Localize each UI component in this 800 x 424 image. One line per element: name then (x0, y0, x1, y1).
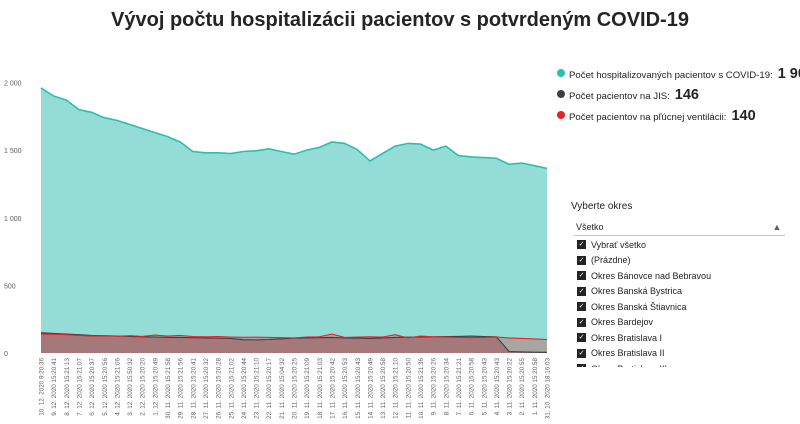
x-tick-label: 13. 11. 2020 15:20:58 (380, 358, 387, 419)
area-chart: 0 500 1 000 1 500 2 000 10. 12. 2020 9:20:36 9… (4, 81, 552, 420)
district-option-label: Okres Bratislava II (591, 348, 665, 359)
x-tick-label: 31. 10. 2020 18:16:03 (545, 358, 552, 420)
x-tick-label: 26. 11. 2020 15:20:28 (216, 358, 223, 419)
area-ventilation (41, 334, 547, 353)
checkbox-checked-icon[interactable]: ✓ (577, 317, 586, 327)
legend-label-hospitalized: Počet hospitalizovaných pacientov s COVI… (569, 70, 773, 81)
x-tick-label: 19. 11. 2020 15:21:09 (304, 358, 311, 419)
x-tick-label: 18. 11. 2020 15:21:03 (317, 358, 324, 419)
x-tick-label: 8. 12. 2020 15:21:13 (64, 358, 71, 416)
x-tick-label: 25. 11. 2020 15:21:02 (228, 358, 235, 419)
x-tick-label: 2. 11. 2020 15:20:55 (519, 358, 526, 416)
district-option[interactable]: ✓ Okres Bratislava III (577, 361, 787, 367)
x-tick-label: 8. 11. 2020 15:20:34 (443, 358, 450, 416)
checkbox-checked-icon[interactable]: ✓ (577, 286, 586, 296)
x-tick-label: 5. 11. 2020 15:20:43 (481, 358, 488, 416)
checkbox-checked-icon[interactable]: ✓ (577, 240, 586, 250)
x-tick-label: 1. 11. 2020 15:20:58 (532, 358, 539, 416)
checkbox-checked-icon[interactable]: ✓ (577, 271, 586, 281)
legend-dot-hospitalized (557, 69, 565, 77)
district-option[interactable]: ✓ (Prázdne) (577, 253, 787, 269)
area-hospitalized (41, 87, 547, 354)
x-tick-label: 27. 11. 2020 15:20:32 (203, 358, 210, 419)
x-tick-label: 20. 11. 2020 15:20:25 (292, 358, 299, 419)
x-tick-label: 10. 12. 2020 9:20:36 (39, 358, 46, 416)
y-tick-label: 0 (4, 351, 8, 358)
legend-dot-icu (557, 90, 565, 98)
page-title: Vývoj počtu hospitalizácii pacientov s p… (111, 9, 689, 31)
y-tick-label: 1 000 (4, 216, 22, 223)
x-tick-label: 11. 11. 2020 15:20:50 (405, 358, 412, 419)
district-option[interactable]: ✓ Okres Bratislava II (577, 346, 787, 362)
x-tick-label: 3. 12. 2020 15:50:32 (127, 358, 134, 416)
x-tick-label: 14. 11. 2020 15:20:49 (367, 358, 374, 419)
legend-dot-ventilation (557, 111, 565, 119)
x-tick-label: 7. 12. 2020 15:21:07 (76, 358, 83, 416)
legend-label-icu: Počet pacientov na JIS: (569, 91, 670, 102)
x-tick-label: 6. 11. 2020 15:20:58 (469, 358, 476, 416)
x-tick-label: 6. 12. 2020 15:20:37 (89, 358, 96, 416)
checkbox-checked-icon[interactable]: ✓ (577, 302, 586, 312)
chevron-up-icon[interactable]: ▲ (772, 222, 782, 232)
checkbox-checked-icon[interactable]: ✓ (577, 364, 586, 367)
legend: Počet hospitalizovaných pacientov s COVI… (557, 66, 800, 129)
x-tick-label: 24. 11. 2020 15:20:44 (241, 358, 248, 419)
line-ventilation (40, 333, 548, 341)
district-option-label: Okres Bratislava I (591, 332, 663, 343)
district-option-label: Okres Banská Štiavnica (591, 301, 687, 312)
checkbox-checked-icon[interactable]: ✓ (577, 333, 586, 343)
x-tick-label: 29. 11. 2020 15:21:56 (178, 358, 185, 419)
legend-item-ventilation: Počet pacientov na pľúcnej ventilácii: 1… (557, 108, 800, 124)
district-dropdown[interactable]: Všetko ▲ (574, 219, 785, 236)
district-list: ✓ Vybrať všetko ✓ (Prázdne) ✓ Okres Bánovce n… (577, 237, 787, 367)
district-option-label: (Prázdne) (591, 255, 631, 266)
x-tick-label: 23. 11. 2020 15:21:10 (254, 358, 261, 419)
district-option-label: Okres Banská Bystrica (591, 286, 683, 297)
line-hospitalized (40, 87, 548, 170)
legend-value-ventilation: 140 (731, 108, 756, 124)
slicer-title: Vyberte okres (571, 201, 633, 212)
x-tick-label: 4. 12. 2020 15:21:06 (114, 358, 121, 416)
x-tick-label: 21. 11. 2020 15:04:32 (279, 358, 286, 419)
legend-item-icu: Počet pacientov na JIS: 146 (557, 87, 800, 103)
legend-label-ventilation: Počet pacientov na pľúcnej ventilácii: (569, 112, 727, 123)
district-option-label: Vybrať všetko (591, 239, 647, 250)
district-option-label: Okres Bardejov (591, 317, 654, 328)
x-tick-label: 12. 11. 2020 15:21:10 (393, 358, 400, 419)
x-tick-label: 9. 12. 2020 15:20:41 (51, 358, 58, 416)
x-tick-label: 3. 11. 2020 15:20:22 (507, 358, 514, 416)
x-tick-label: 10. 11. 2020 15:21:36 (418, 358, 425, 419)
district-option[interactable]: ✓ Okres Bardejov (577, 315, 787, 331)
district-option[interactable]: ✓ Okres Banská Bystrica (577, 284, 787, 300)
district-dropdown-value: Všetko (576, 222, 604, 232)
x-tick-label: 5. 12. 2020 15:20:56 (102, 358, 109, 416)
legend-item-hospitalized: Počet hospitalizovaných pacientov s COVI… (557, 66, 800, 82)
district-option[interactable]: ✓ Okres Bánovce nad Bebravou (577, 268, 787, 284)
x-tick-label: 16. 11. 2020 15:20:53 (342, 358, 349, 419)
x-tick-label: 28. 11. 2020 15:20:41 (190, 358, 197, 419)
x-tick-label: 15. 11. 2020 15:20:43 (355, 358, 362, 419)
y-tick-label: 500 (4, 283, 16, 290)
x-tick-label: 17. 11. 2020 15:20:42 (329, 358, 336, 419)
district-option-label: Okres Bánovce nad Bebravou (591, 270, 712, 281)
district-option-label: Okres Bratislava III (591, 364, 667, 367)
district-option[interactable]: ✓ Vybrať všetko (577, 237, 787, 253)
y-tick-label: 2 000 (4, 81, 22, 88)
district-option[interactable]: ✓ Okres Banská Štiavnica (577, 299, 787, 315)
x-tick-label: 2. 12. 2020 15:20:20 (140, 358, 147, 416)
x-tick-label: 9. 11. 2020 15:20:26 (431, 358, 438, 416)
district-option[interactable]: ✓ Okres Bratislava I (577, 330, 787, 346)
y-tick-label: 1 500 (4, 148, 22, 155)
x-tick-label: 1. 12. 2020 15:20:49 (152, 358, 159, 416)
checkbox-checked-icon[interactable]: ✓ (577, 348, 586, 358)
x-tick-label: 22. 11. 2020 15:20:17 (266, 358, 273, 419)
x-tick-label: 30. 11. 2020 15:21:58 (165, 358, 172, 419)
legend-value-icu: 146 (674, 87, 699, 103)
x-tick-label: 4. 11. 2020 15:20:43 (494, 358, 501, 416)
legend-value-hospitalized: 1 900 (777, 66, 800, 82)
checkbox-checked-icon[interactable]: ✓ (577, 255, 586, 265)
x-tick-label: 7. 11. 2020 15:21:21 (456, 358, 463, 416)
